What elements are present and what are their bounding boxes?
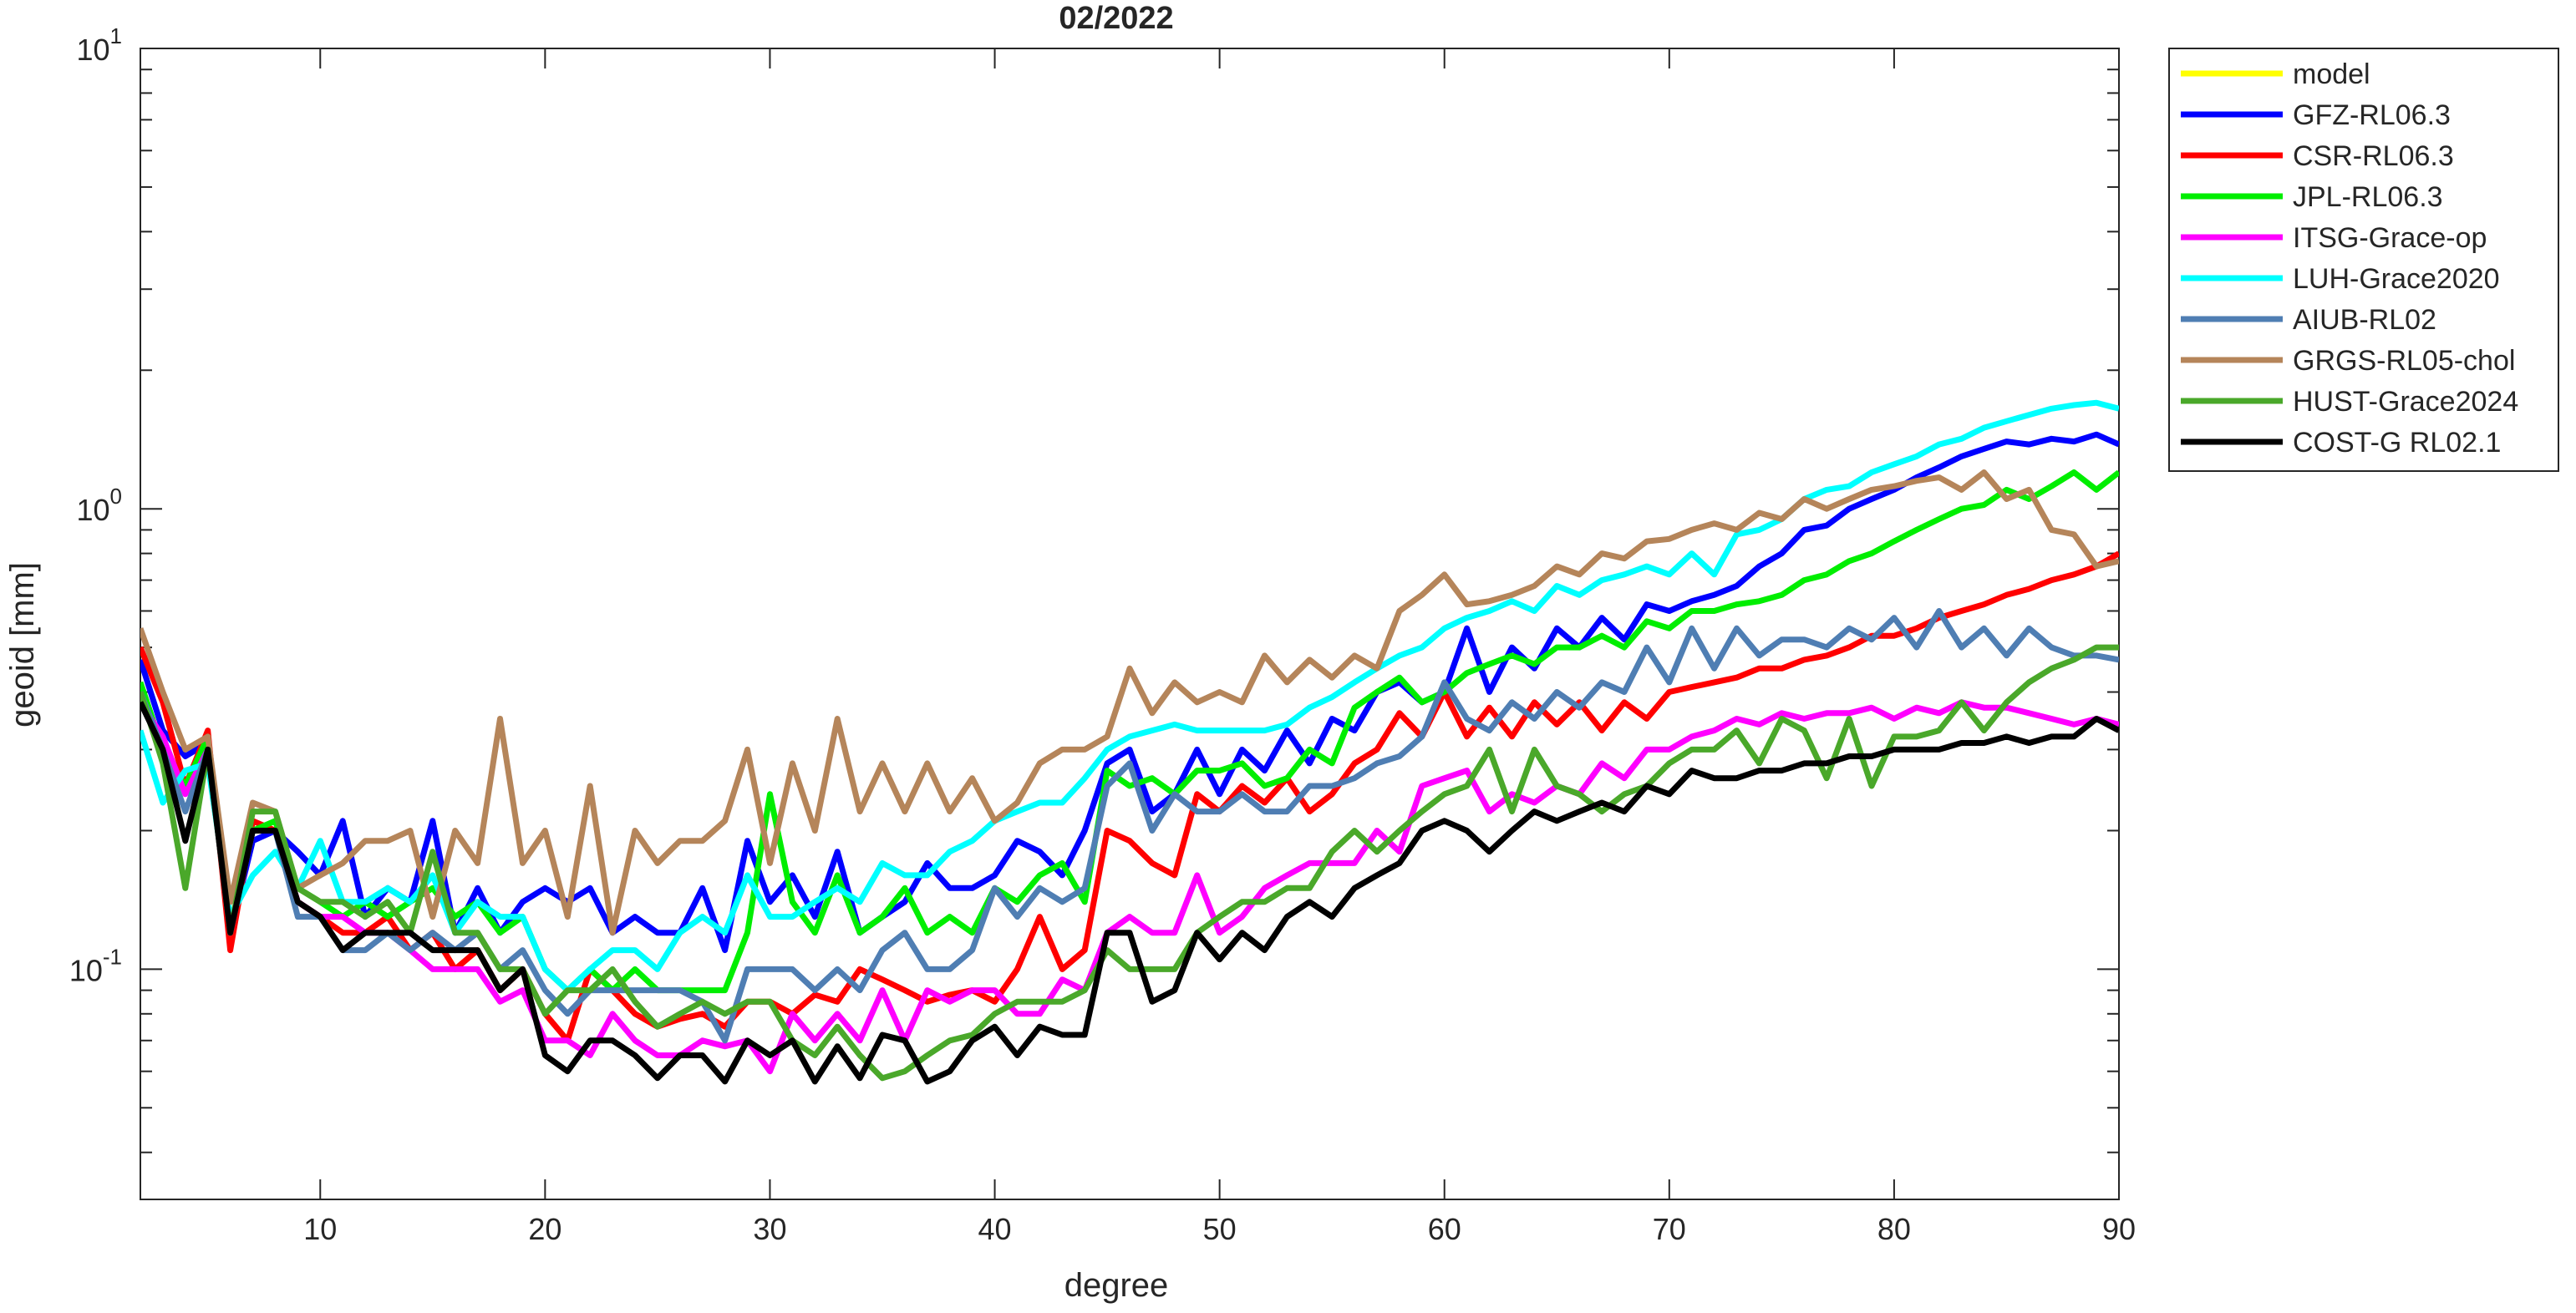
series-line-gfz-rl06-3	[140, 431, 2119, 954]
series-line-hust-grace2024	[140, 644, 2119, 1082]
legend-label: model	[2293, 58, 2370, 90]
x-axis-label: degree	[1064, 1267, 1169, 1304]
x-tick-label: 70	[1653, 1212, 1686, 1246]
y-tick-label: 10-1	[69, 944, 122, 987]
series-line-jpl-rl06-3	[140, 469, 2119, 994]
legend-label: GRGS-RL05-chol	[2293, 345, 2515, 377]
legend-label: LUH-Grace2020	[2293, 263, 2500, 295]
legend-label: GFZ-RL06.3	[2293, 99, 2451, 131]
x-tick-label: 30	[753, 1212, 786, 1246]
x-tick-label: 50	[1203, 1212, 1237, 1246]
legend-label: AIUB-RL02	[2293, 304, 2436, 336]
series-line-cost-g-rl02-1	[140, 701, 2119, 1085]
legend-label: HUST-Grace2024	[2293, 386, 2518, 418]
legend-label: ITSG-Grace-op	[2293, 222, 2487, 254]
x-tick-label: 90	[2102, 1212, 2136, 1246]
y-tick-label: 100	[76, 484, 122, 527]
legend-label: COST-G RL02.1	[2293, 427, 2501, 459]
x-tick-label: 40	[978, 1212, 1012, 1246]
series-line-grgs-rl05-chol	[140, 469, 2119, 936]
y-tick-label: 101	[76, 23, 122, 67]
legend-label: JPL-RL06.3	[2293, 181, 2443, 213]
series-line-itsg-grace-op	[140, 699, 2119, 1075]
legend-label: CSR-RL06.3	[2293, 140, 2454, 172]
plot-area: 10 20 30 40 50 60 70 80 90 10-1 100 101	[69, 23, 2136, 1246]
y-axis-label: geoid [mm]	[4, 562, 41, 727]
x-tick-label: 20	[528, 1212, 561, 1246]
series-line-csr-rl06-3	[140, 550, 2119, 1044]
series-lines	[140, 399, 2119, 1085]
x-tick-label: 10	[303, 1212, 337, 1246]
series-line-aiub-rl02	[140, 608, 2119, 1044]
x-tick-label: 60	[1428, 1212, 1461, 1246]
legend: model GFZ-RL06.3 CSR-RL06.3 JPL-RL06.3 ITSG-…	[2168, 48, 2559, 472]
axes-box	[140, 48, 2120, 1200]
x-tick-label: 80	[1877, 1212, 1911, 1246]
chart-title: 02/2022	[1059, 1, 1173, 36]
